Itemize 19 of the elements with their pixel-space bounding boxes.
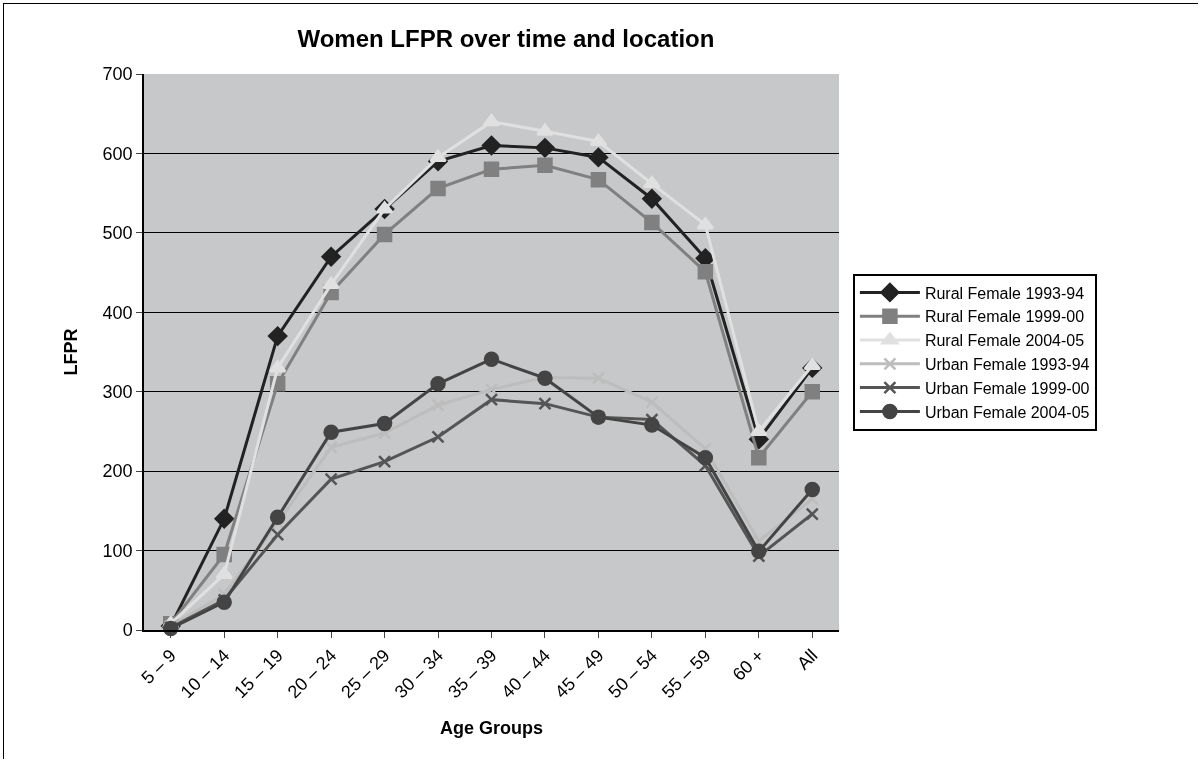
x-tick-label: 60 + (728, 645, 768, 685)
y-tick-label: 400 (102, 302, 133, 323)
y-tick-label: 700 (102, 64, 133, 85)
y-tick-label: 0 (122, 620, 133, 641)
y-tick-label: 200 (102, 461, 133, 482)
x-axis-title: Age Groups (439, 717, 544, 738)
chart-title: Women LFPR over time and location (297, 25, 715, 53)
legend-label: Urban Female 1999-00 (924, 379, 1090, 397)
y-tick-label: 600 (102, 143, 133, 164)
legend-label: Rural Female 1993-94 (924, 284, 1085, 302)
y-tick-label: 300 (102, 382, 133, 403)
y-tick-label: 500 (102, 223, 133, 244)
y-axis-title: LFPR (61, 328, 82, 376)
legend-label: Urban Female 1993-94 (924, 356, 1090, 374)
y-tick-label: 100 (102, 540, 133, 561)
legend-label: Urban Female 2004-05 (924, 403, 1090, 421)
x-tick-label: All (793, 645, 822, 674)
legend-label: Rural Female 2004-05 (924, 332, 1085, 350)
legend-label: Rural Female 1999-00 (924, 308, 1085, 326)
